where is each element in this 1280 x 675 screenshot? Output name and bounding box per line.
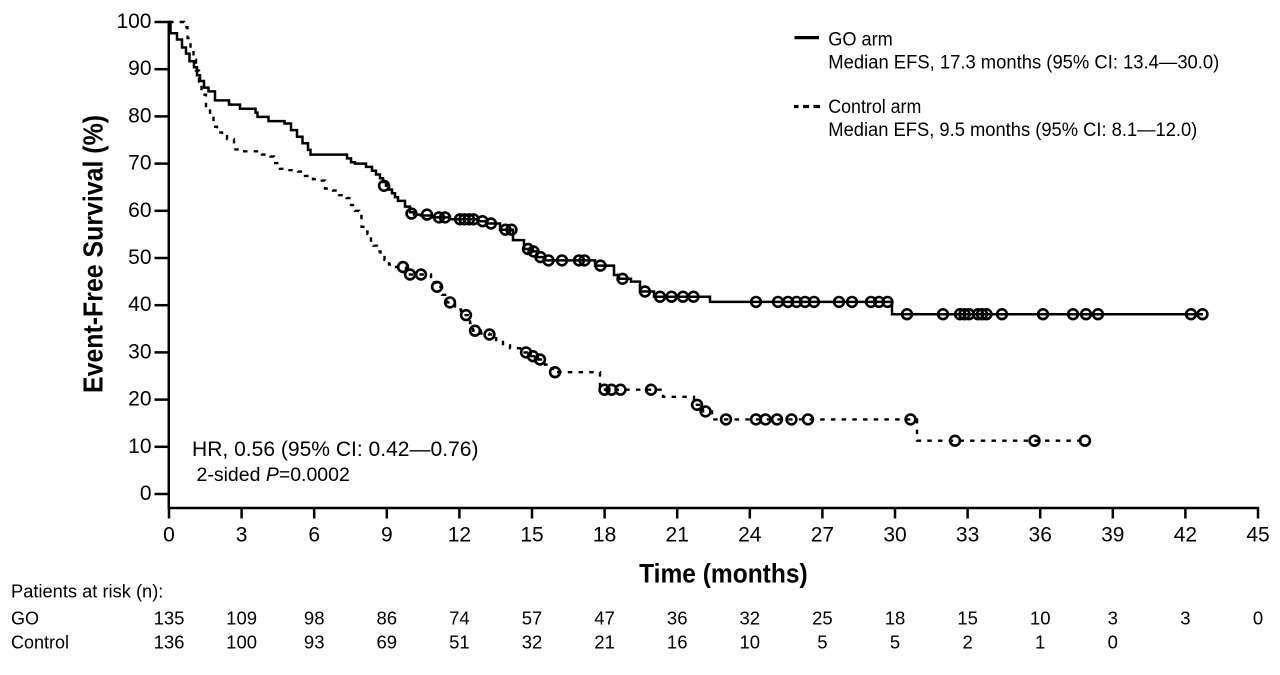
svg-text:9: 9 <box>381 524 393 547</box>
svg-text:136: 136 <box>154 632 185 653</box>
svg-text:10: 10 <box>1030 608 1051 629</box>
svg-text:10: 10 <box>128 435 151 458</box>
svg-text:45: 45 <box>1246 524 1269 547</box>
svg-text:Median EFS, 17.3 months (95% C: Median EFS, 17.3 months (95% CI: 13.4—30… <box>828 53 1219 74</box>
svg-text:80: 80 <box>128 104 151 127</box>
svg-text:32: 32 <box>522 632 543 653</box>
svg-text:5: 5 <box>817 632 827 653</box>
svg-text:109: 109 <box>226 608 257 629</box>
svg-text:2: 2 <box>962 632 972 653</box>
svg-text:Median EFS, 9.5 months (95% CI: Median EFS, 9.5 months (95% CI: 8.1—12.0… <box>828 120 1197 141</box>
svg-text:57: 57 <box>522 608 543 629</box>
svg-text:100: 100 <box>226 632 257 653</box>
svg-text:0: 0 <box>140 482 152 505</box>
svg-text:Control: Control <box>11 633 69 653</box>
svg-text:36: 36 <box>667 608 688 629</box>
svg-text:93: 93 <box>304 632 325 653</box>
svg-text:0: 0 <box>1108 632 1118 653</box>
svg-text:42: 42 <box>1174 524 1197 547</box>
svg-text:30: 30 <box>883 524 906 547</box>
svg-text:20: 20 <box>128 388 151 411</box>
svg-text:30: 30 <box>128 340 151 363</box>
svg-text:15: 15 <box>957 608 978 629</box>
svg-text:3: 3 <box>1108 608 1118 629</box>
svg-text:12: 12 <box>448 524 471 547</box>
svg-text:0: 0 <box>1253 608 1263 629</box>
svg-text:40: 40 <box>128 293 151 316</box>
svg-text:70: 70 <box>128 152 151 175</box>
svg-text:69: 69 <box>377 632 398 653</box>
svg-text:32: 32 <box>740 608 761 629</box>
svg-text:51: 51 <box>449 632 470 653</box>
svg-text:Control arm: Control arm <box>828 97 921 118</box>
svg-text:21: 21 <box>666 524 689 547</box>
svg-text:2-sided P=0.0002: 2-sided P=0.0002 <box>197 464 350 486</box>
svg-text:90: 90 <box>128 57 151 80</box>
svg-text:GO arm: GO arm <box>828 30 893 51</box>
svg-text:60: 60 <box>128 199 151 222</box>
svg-text:10: 10 <box>740 632 761 653</box>
svg-text:39: 39 <box>1101 524 1124 547</box>
svg-text:3: 3 <box>1180 608 1190 629</box>
svg-text:33: 33 <box>956 524 979 547</box>
svg-text:HR, 0.56 (95% CI: 0.42—0.76): HR, 0.56 (95% CI: 0.42—0.76) <box>192 438 479 461</box>
svg-text:18: 18 <box>885 608 906 629</box>
svg-text:135: 135 <box>154 608 185 629</box>
svg-text:47: 47 <box>594 608 615 629</box>
svg-text:0: 0 <box>163 524 175 547</box>
svg-text:98: 98 <box>304 608 325 629</box>
svg-text:100: 100 <box>116 10 151 33</box>
svg-text:15: 15 <box>520 524 543 547</box>
svg-text:86: 86 <box>377 608 398 629</box>
svg-text:50: 50 <box>128 246 151 269</box>
svg-text:Patients at risk (n):: Patients at risk (n): <box>11 581 163 602</box>
svg-text:Time (months): Time (months) <box>639 559 808 589</box>
svg-text:24: 24 <box>738 524 762 547</box>
svg-text:36: 36 <box>1029 524 1052 547</box>
svg-text:25: 25 <box>812 608 833 629</box>
svg-text:21: 21 <box>594 632 615 653</box>
svg-text:18: 18 <box>593 524 616 547</box>
svg-text:Event-Free Survival (%): Event-Free Survival (%) <box>77 115 108 393</box>
svg-text:3: 3 <box>236 524 248 547</box>
svg-text:6: 6 <box>308 524 320 547</box>
svg-text:27: 27 <box>811 524 834 547</box>
svg-text:5: 5 <box>890 632 900 653</box>
svg-text:74: 74 <box>449 608 470 629</box>
svg-text:GO: GO <box>11 609 39 629</box>
svg-text:16: 16 <box>667 632 688 653</box>
svg-text:1: 1 <box>1035 632 1045 653</box>
